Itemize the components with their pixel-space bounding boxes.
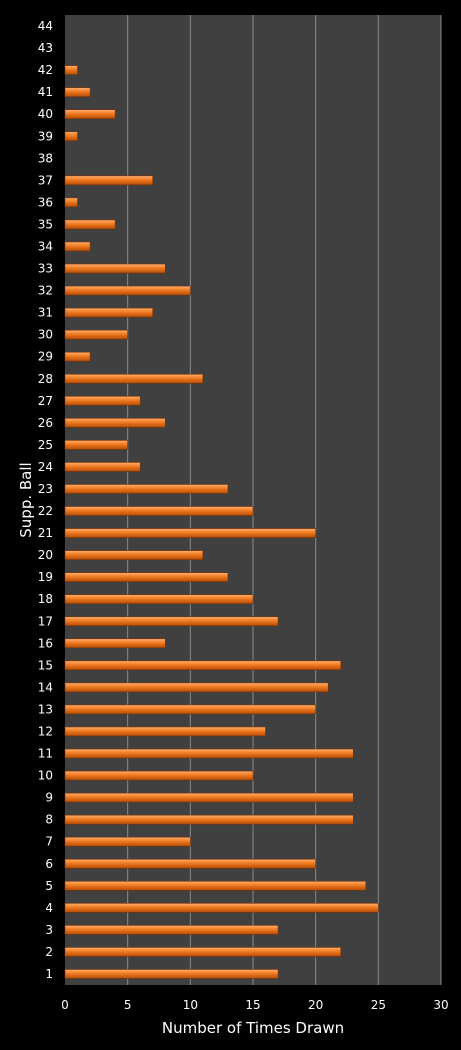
- bar-16: [64, 638, 166, 649]
- bar-21: [64, 528, 316, 538]
- bar-22: [64, 506, 254, 516]
- y-tick-label-29: 29: [38, 350, 53, 364]
- bar-20: [64, 550, 204, 560]
- y-tick-label-8: 8: [45, 813, 53, 827]
- y-tick-label-15: 15: [38, 658, 53, 672]
- bar-3: [64, 925, 279, 935]
- bar-37: [64, 175, 154, 186]
- y-tick-label-32: 32: [38, 284, 53, 298]
- y-tick-label-16: 16: [38, 636, 53, 650]
- y-tick-label-27: 27: [38, 394, 53, 408]
- y-tick-label-2: 2: [45, 945, 53, 959]
- y-tick-label-7: 7: [45, 835, 53, 849]
- bar-30: [64, 329, 128, 340]
- y-tick-label-19: 19: [38, 570, 53, 584]
- bar-15: [64, 660, 342, 671]
- x-tick-label-30: 30: [433, 998, 448, 1012]
- bar-34: [64, 241, 91, 252]
- y-tick-label-22: 22: [38, 504, 53, 518]
- bar-24: [64, 462, 141, 472]
- bar-32: [64, 285, 191, 296]
- bar-42: [64, 65, 78, 75]
- bar-28: [64, 373, 204, 384]
- bar-6: [64, 858, 316, 869]
- y-tick-label-28: 28: [38, 372, 53, 386]
- bar-35: [64, 219, 116, 230]
- bar-14: [64, 682, 329, 693]
- bar-31: [64, 307, 154, 318]
- bar-23: [64, 484, 229, 494]
- y-tick-label-31: 31: [38, 306, 53, 320]
- x-tick-label-20: 20: [308, 998, 323, 1012]
- bar-17: [64, 616, 279, 627]
- bar-2: [64, 947, 342, 957]
- y-tick-label-41: 41: [38, 85, 53, 99]
- bar-41: [64, 87, 91, 97]
- bar-26: [64, 418, 166, 428]
- y-tick-label-6: 6: [45, 857, 53, 871]
- y-tick-label-4: 4: [45, 901, 53, 915]
- x-tick-labels: 0 5 10 15 20 25 30: [61, 998, 448, 1012]
- y-tick-label-37: 37: [38, 173, 53, 187]
- y-tick-label-21: 21: [38, 526, 53, 540]
- y-tick-label-42: 42: [38, 63, 53, 77]
- y-tick-label-25: 25: [38, 438, 53, 452]
- y-tick-label-24: 24: [38, 460, 53, 474]
- y-tick-label-5: 5: [45, 879, 53, 893]
- x-tick-label-10: 10: [183, 998, 198, 1012]
- y-tick-label-43: 43: [38, 41, 53, 55]
- bar-9: [64, 792, 354, 803]
- bar-18: [64, 594, 254, 605]
- bar-19: [64, 572, 229, 582]
- y-tick-label-26: 26: [38, 416, 53, 430]
- bar-25: [64, 440, 128, 450]
- y-tick-label-35: 35: [38, 217, 53, 231]
- y-tick-label-13: 13: [38, 702, 53, 716]
- y-axis-title: Supp. Ball: [17, 462, 35, 537]
- bar-10: [64, 770, 254, 781]
- y-tick-label-38: 38: [38, 151, 53, 165]
- bar-27: [64, 395, 141, 406]
- y-tick-label-14: 14: [38, 680, 53, 694]
- x-tick-label-25: 25: [371, 998, 386, 1012]
- bar-5: [64, 880, 367, 891]
- y-tick-label-17: 17: [38, 614, 53, 628]
- bar-29: [64, 351, 91, 362]
- y-tick-labels: 1234567891011121314151617181920212223242…: [38, 19, 53, 981]
- y-tick-label-1: 1: [45, 967, 53, 981]
- x-tick-label-0: 0: [61, 998, 69, 1012]
- y-tick-label-18: 18: [38, 592, 53, 606]
- y-tick-label-3: 3: [45, 923, 53, 937]
- bar-11: [64, 748, 354, 759]
- x-tick-label-5: 5: [124, 998, 132, 1012]
- bar-1: [64, 969, 279, 979]
- x-axis-title: Number of Times Drawn: [162, 1019, 344, 1037]
- y-tick-label-30: 30: [38, 328, 53, 342]
- y-tick-label-36: 36: [38, 195, 53, 209]
- x-tick-label-15: 15: [245, 998, 260, 1012]
- y-tick-label-11: 11: [38, 747, 53, 761]
- y-tick-label-34: 34: [38, 239, 53, 253]
- bar-33: [64, 263, 166, 274]
- bars: [64, 65, 379, 979]
- bar-36: [64, 197, 78, 208]
- y-tick-label-44: 44: [38, 19, 53, 33]
- y-tick-label-9: 9: [45, 791, 53, 805]
- bar-12: [64, 726, 266, 737]
- y-tick-label-40: 40: [38, 107, 53, 121]
- bar-8: [64, 814, 354, 825]
- y-tick-label-39: 39: [38, 129, 53, 143]
- bar-40: [64, 109, 116, 120]
- bar-39: [64, 131, 78, 142]
- y-tick-label-33: 33: [38, 262, 53, 276]
- y-tick-label-10: 10: [38, 769, 53, 783]
- bar-4: [64, 903, 379, 913]
- y-tick-label-20: 20: [38, 548, 53, 562]
- bar-13: [64, 704, 316, 715]
- bar-7: [64, 836, 191, 847]
- y-tick-label-23: 23: [38, 482, 53, 496]
- y-tick-label-12: 12: [38, 724, 53, 738]
